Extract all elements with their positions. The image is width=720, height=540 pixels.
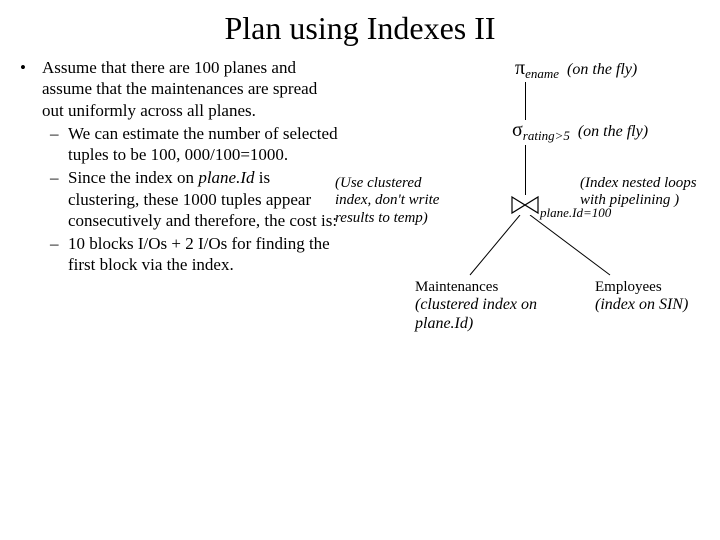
right-annot: (Index nested loops with pipelining ) xyxy=(580,175,720,210)
left-annot: (Use clustered index, don't write result… xyxy=(335,175,455,227)
join-icon xyxy=(510,195,540,215)
bullet-sub-2: – Since the index on plane.Id is cluster… xyxy=(50,167,340,231)
sub2-b: plane.Id xyxy=(198,168,254,187)
bullet-dot: • xyxy=(20,57,42,121)
bullet-dash: – xyxy=(50,167,68,231)
pi-sub: ename xyxy=(525,66,559,81)
join-edges xyxy=(440,215,630,285)
bullet-dash: – xyxy=(50,233,68,276)
right-leaf: Employees (index on SIN) xyxy=(595,279,705,315)
right-leaf-title: Employees xyxy=(595,279,662,295)
pi-annot: (on the fly) xyxy=(567,61,637,78)
sigma-symbol: σ xyxy=(512,119,523,141)
content-row: • Assume that there are 100 planes and a… xyxy=(0,47,720,276)
sigma-sub: rating>5 xyxy=(523,128,570,143)
sigma-annot: (on the fly) xyxy=(578,123,648,140)
bullet-main: • Assume that there are 100 planes and a… xyxy=(20,57,340,121)
bullet-main-text: Assume that there are 100 planes and ass… xyxy=(42,57,340,121)
edge-pi-sigma xyxy=(525,82,526,120)
bullet-sub-3: – 10 blocks I/Os + 2 I/Os for finding th… xyxy=(50,233,340,276)
left-leaf-title: Maintenances xyxy=(415,279,498,295)
edge-sigma-join xyxy=(525,145,526,195)
right-leaf-sub: (index on SIN) xyxy=(595,296,688,313)
sigma-node: σrating>5 (on the fly) xyxy=(512,119,648,144)
pi-node: πename (on the fly) xyxy=(515,57,637,82)
bullet-sub-1: – We can estimate the number of selected… xyxy=(50,123,340,166)
page-title: Plan using Indexes II xyxy=(0,0,720,47)
left-leaf: Maintenances (clustered index on plane.I… xyxy=(415,279,545,333)
bullet-list: • Assume that there are 100 planes and a… xyxy=(20,57,340,276)
bullet-sub2-text: Since the index on plane.Id is clusterin… xyxy=(68,167,340,231)
sub2-a: Since the index on xyxy=(68,168,198,187)
pi-symbol: π xyxy=(515,57,525,79)
plan-tree: πename (on the fly) σrating>5 (on the fl… xyxy=(340,57,700,276)
bullet-dash: – xyxy=(50,123,68,166)
bullet-sub1-text: We can estimate the number of selected t… xyxy=(68,123,340,166)
left-leaf-sub: (clustered index on plane.Id) xyxy=(415,296,537,331)
bullet-sub3-text: 10 blocks I/Os + 2 I/Os for finding the … xyxy=(68,233,340,276)
